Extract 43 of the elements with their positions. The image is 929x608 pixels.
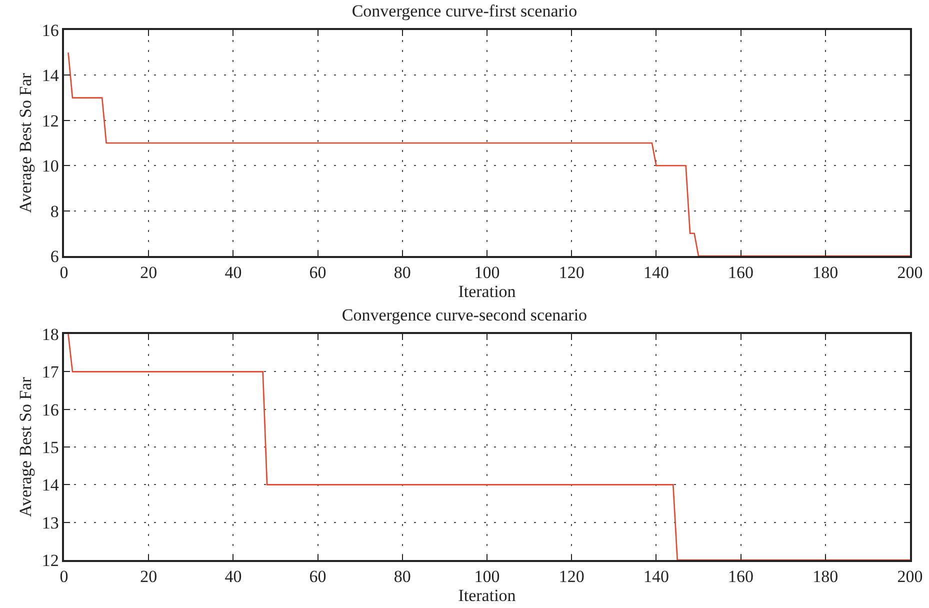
x-tick-label: 40	[224, 567, 242, 586]
y-tick-label: 12	[42, 111, 59, 130]
x-tick-label: 80	[394, 263, 411, 282]
chart-title: Convergence curve-second scenario	[342, 305, 588, 324]
x-tick-label: 120	[558, 263, 584, 282]
x-axis-title: Iteration	[458, 586, 516, 606]
y-axis-title: Average Best So Far	[16, 72, 35, 213]
chart-title: Convergence curve-first scenario	[352, 1, 578, 20]
y-tick-label: 17	[42, 362, 60, 382]
x-tick-label: 180	[812, 263, 838, 282]
y-tick-label: 13	[42, 513, 59, 532]
x-tick-label: 140	[643, 567, 669, 586]
x-tick-label: 80	[394, 567, 411, 586]
x-tick-label: 200	[897, 263, 923, 282]
x-tick-label: 160	[728, 263, 754, 282]
y-tick-label: 16	[42, 20, 59, 40]
x-tick-label: 0	[60, 567, 68, 586]
x-tick-label: 180	[812, 567, 838, 586]
y-tick-label: 15	[42, 438, 59, 457]
x-tick-label: 120	[558, 567, 584, 586]
x-tick-label: 140	[643, 263, 669, 282]
y-tick-label: 14	[42, 66, 60, 86]
x-tick-label: 100	[474, 263, 500, 282]
x-tick-label: 20	[140, 567, 158, 586]
y-tick-label: 12	[42, 550, 59, 570]
y-axis-title: Average Best So Far	[16, 376, 35, 517]
y-tick-label: 8	[50, 202, 59, 221]
y-tick-label: 18	[42, 324, 59, 344]
x-axis-title: Iteration	[458, 282, 516, 302]
x-tick-label: 60	[309, 263, 326, 282]
x-tick-label: 100	[474, 567, 500, 586]
y-tick-label: 16	[42, 400, 59, 420]
y-tick-label: 10	[42, 156, 59, 176]
y-tick-label: 14	[42, 476, 60, 495]
x-tick-label: 200	[897, 567, 923, 586]
y-tick-label: 6	[50, 246, 59, 266]
x-tick-label: 20	[140, 263, 158, 282]
line-series	[68, 334, 910, 560]
line-series	[68, 52, 910, 256]
x-tick-label: 0	[60, 263, 68, 282]
x-tick-label: 60	[309, 567, 326, 586]
x-tick-label: 160	[728, 567, 754, 586]
x-tick-label: 40	[224, 263, 242, 282]
